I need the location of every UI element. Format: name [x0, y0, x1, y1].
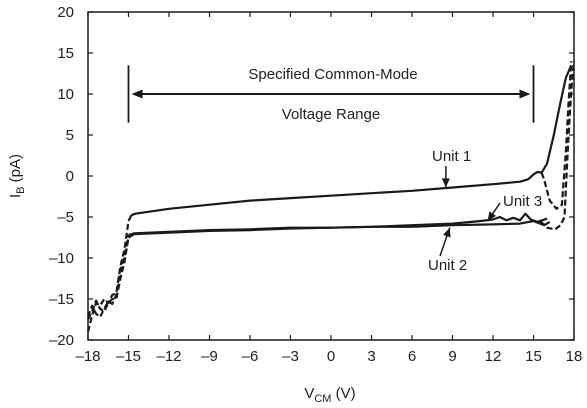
unit3-pointer-head [487, 211, 496, 222]
x-tick-label: –9 [201, 348, 218, 365]
y-axis-title: IB (pA) [7, 154, 27, 198]
y-axis-title-main: I [7, 194, 24, 198]
y-axis-title-unit: (pA) [7, 154, 24, 187]
x-tick-label: 18 [566, 348, 583, 365]
range-label-line2: Voltage Range [282, 106, 380, 123]
unit2-pointer-head [443, 227, 451, 238]
range-label-line1: Specified Common-Mode [248, 66, 417, 83]
y-tick-label: 10 [57, 86, 74, 103]
y-tick-label: 5 [66, 127, 74, 144]
x-tick-label: –15 [116, 348, 141, 365]
x-tick-label: 0 [327, 348, 335, 365]
series-line-unit-3-dashed [86, 234, 130, 319]
x-axis-title-sub: CM [314, 393, 331, 405]
y-tick-label: –15 [49, 291, 74, 308]
unit2-label: Unit 2 [428, 257, 467, 274]
series-line-unit-2 [127, 220, 551, 239]
y-tick-label: –5 [57, 209, 74, 226]
x-tick-label: 3 [367, 348, 375, 365]
x-tick-label: –12 [156, 348, 181, 365]
x-tick-label: 15 [525, 348, 542, 365]
x-tick-label: –18 [75, 348, 100, 365]
x-tick-label: –6 [242, 348, 259, 365]
y-tick-label: –20 [49, 332, 74, 349]
x-axis-title: VCM (V) [304, 385, 355, 405]
x-tick-label: –3 [282, 348, 299, 365]
svg-text:VCM (V): VCM (V) [304, 385, 355, 405]
annotation-layer: Specified Common-Mode Voltage Range Unit… [127, 65, 542, 274]
axis-ticks: –18 –15 –12 –9 –6 –3 0 3 6 9 12 15 18 –20 –15 –10 –5 0 5 10… [49, 4, 582, 365]
y-axis-title-sub: B [15, 187, 27, 194]
x-tick-label: 12 [485, 348, 502, 365]
x-tick-label: 9 [448, 348, 456, 365]
unit1-label: Unit 1 [432, 148, 471, 165]
range-arrowhead-left [131, 89, 143, 99]
series-line-unit-1-dashed [540, 61, 573, 210]
range-arrowhead-right [519, 89, 531, 99]
plot-area: –18 –15 –12 –9 –6 –3 0 3 6 9 12 15 18 –20 –15 –10 –5 0 5 10… [49, 4, 582, 365]
y-tick-label: 15 [57, 45, 74, 62]
plot-frame [87, 11, 575, 341]
x-axis-title-main: V [304, 385, 314, 402]
x-tick-label: 6 [408, 348, 416, 365]
series-layer [86, 61, 576, 333]
y-tick-label: –10 [49, 250, 74, 267]
svg-text:IB (pA): IB (pA) [7, 154, 27, 198]
series-line-unit-1-dashed [86, 214, 133, 333]
x-axis-title-unit: (V) [331, 385, 355, 402]
unit1-pointer-head [441, 178, 450, 188]
series-line-unit-2-3-dashed [539, 61, 576, 231]
unit3-label: Unit 3 [503, 193, 542, 210]
y-tick-label: 0 [66, 168, 74, 185]
series-line-unit-1 [130, 64, 573, 217]
y-tick-label: 20 [57, 4, 74, 21]
